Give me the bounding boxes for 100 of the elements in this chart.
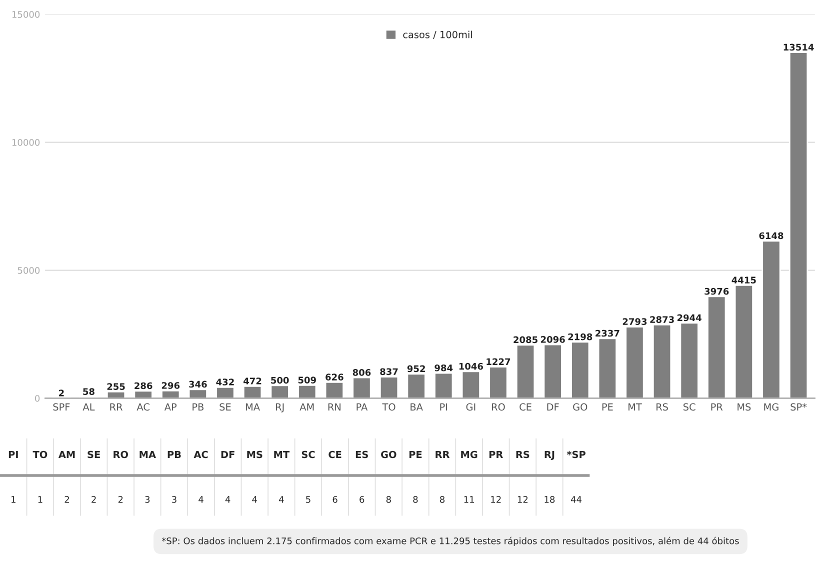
data-label: 8: [440, 496, 445, 503]
x-tick-label: SC: [683, 403, 696, 411]
category-label: MS: [247, 450, 262, 458]
data-label: 1: [38, 496, 42, 503]
category-label: ES: [356, 450, 368, 458]
x-tick-label: AM: [300, 403, 314, 410]
y-tick-label: 5000: [18, 266, 40, 274]
data-label: 255: [107, 383, 125, 390]
data-label: 3: [145, 496, 150, 503]
data-label: 5: [306, 496, 310, 503]
data-label: 837: [380, 368, 398, 376]
y-tick-label: 0: [35, 394, 40, 402]
data-label: 1: [12, 496, 16, 503]
data-label: 2: [118, 496, 123, 503]
x-tick-label: MG: [764, 403, 778, 411]
x-tick-label: SPF: [53, 403, 70, 411]
x-tick-label: PA: [356, 403, 368, 410]
data-label: 1046: [459, 362, 484, 370]
data-label: 2096: [540, 336, 565, 343]
data-label: 500: [271, 376, 289, 384]
data-label: 296: [162, 382, 180, 389]
data-label: 8: [413, 496, 418, 503]
x-tick-label: TO: [382, 403, 396, 411]
data-label: 952: [407, 365, 425, 372]
x-tick-label: PI: [440, 403, 448, 410]
data-label: 2: [64, 496, 69, 503]
category-label: RS: [516, 450, 530, 458]
category-label: RO: [114, 450, 128, 458]
data-label: 6: [332, 496, 338, 503]
category-label: MG: [461, 450, 478, 458]
data-label: 2: [59, 390, 64, 396]
legend-label: casos / 100mil: [403, 30, 472, 40]
data-label: 2: [92, 496, 96, 503]
x-tick-label: MT: [628, 403, 642, 410]
data-label: 2873: [650, 316, 674, 323]
x-tick-label: AL: [82, 403, 95, 410]
data-label: 11: [464, 496, 474, 503]
x-tick-label: PB: [192, 403, 204, 410]
data-label: 806: [352, 369, 371, 376]
category-label: AM: [58, 450, 75, 458]
x-tick-label: PR: [711, 403, 723, 410]
data-label: 12: [491, 496, 501, 503]
data-label: 984: [434, 364, 453, 372]
category-label: SE: [88, 450, 100, 458]
x-tick-label: RO: [492, 403, 505, 411]
data-label: 12: [518, 496, 528, 503]
x-tick-label: MS: [738, 403, 751, 411]
x-tick-label: DF: [547, 403, 559, 410]
category-label: AC: [194, 450, 208, 458]
data-label: 3: [172, 496, 176, 503]
data-label: 8: [386, 496, 391, 503]
category-label: MA: [140, 450, 156, 458]
data-label: 2944: [677, 314, 702, 322]
data-label: 6148: [759, 232, 784, 240]
category-label: TO: [32, 450, 48, 458]
x-tick-label: BA: [410, 403, 423, 410]
data-label: 2793: [622, 318, 647, 325]
y-tick-label: 15000: [12, 11, 40, 18]
category-label: RR: [436, 450, 450, 458]
x-tick-label: AC: [136, 403, 150, 411]
y-tick-label: 10000: [12, 139, 40, 146]
data-label: 1227: [486, 358, 510, 365]
data-label: 626: [326, 374, 344, 380]
category-label: PE: [409, 450, 422, 458]
category-label: PR: [489, 450, 503, 458]
x-tick-label: RN: [328, 403, 340, 410]
x-tick-label: RR: [110, 403, 122, 410]
data-label: 4: [252, 496, 257, 503]
x-tick-label: RJ: [276, 403, 284, 412]
data-label: 2198: [568, 333, 592, 340]
x-tick-label: PE: [602, 403, 613, 410]
data-label: 2085: [514, 336, 538, 344]
category-label: SC: [302, 450, 315, 458]
category-label: MT: [274, 450, 290, 458]
x-tick-label: SP*: [790, 403, 807, 411]
data-label: 346: [189, 380, 207, 388]
data-label: 4: [279, 496, 284, 503]
category-label: DF: [221, 450, 234, 458]
data-label: 13514: [784, 44, 814, 51]
data-label: 4: [225, 496, 230, 503]
text: *SP: Os dados incluem 2.175 confirmados com exame PCR e 11.295 testes rápidos com resultados positivos, além de 44 óbitos: [162, 536, 739, 546]
x-tick-label: AP: [164, 403, 177, 410]
x-tick-label: MA: [246, 403, 260, 410]
x-tick-label: CE: [520, 403, 532, 411]
data-label: 2337: [596, 330, 620, 337]
x-tick-label: SE: [220, 403, 231, 411]
category-label: CE: [328, 450, 342, 458]
data-label: 4415: [732, 276, 756, 284]
category-label: PB: [168, 450, 181, 458]
data-label: 58: [83, 388, 94, 395]
category-label: *SP: [566, 450, 586, 458]
data-label: 432: [216, 378, 234, 386]
data-label: 44: [570, 496, 582, 503]
data-label: 286: [134, 382, 152, 390]
data-label: 4: [198, 496, 204, 503]
category-label: RJ: [544, 450, 554, 460]
data-label: 509: [298, 376, 316, 384]
data-label: 3976: [704, 288, 729, 295]
category-label: GO: [381, 450, 396, 458]
category-label: PI: [8, 450, 18, 458]
